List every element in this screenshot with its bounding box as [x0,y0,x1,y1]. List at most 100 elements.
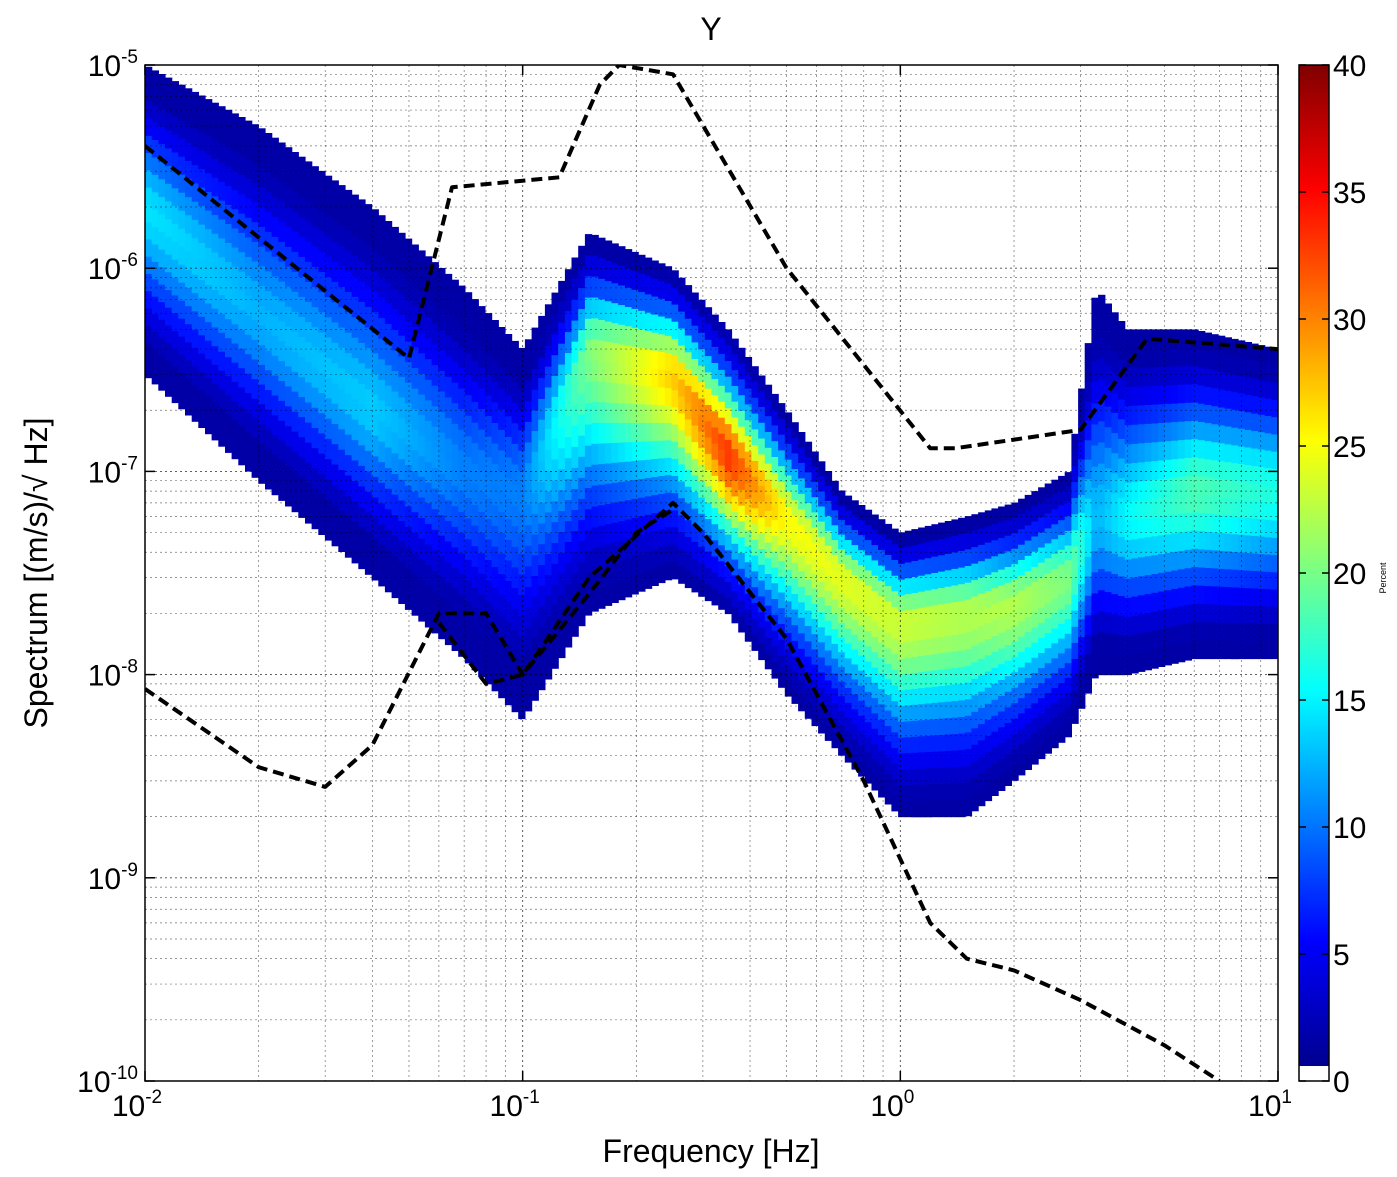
density-cell [391,474,399,496]
density-cell [344,536,353,558]
density-cell [884,679,893,696]
density-cell [804,656,813,673]
density-cell [778,560,786,578]
density-cell [1098,421,1106,444]
density-cell [871,606,879,623]
density-cell [564,521,573,543]
density-cell [298,276,306,298]
density-cell [558,427,566,449]
density-cell [185,179,193,198]
density-cell [491,649,499,671]
density-cell [1031,612,1039,629]
density-cell [578,435,586,458]
density-cell [165,378,173,397]
density-cell [225,433,233,453]
density-cell [1084,381,1092,402]
density-cell [1218,515,1226,534]
density-cell [558,364,566,387]
density-cell [824,695,833,711]
density-cell [464,395,473,417]
density-cell [438,309,446,331]
density-cell [678,532,686,550]
density-cell [338,347,346,369]
density-cell [684,385,693,404]
density-cell [564,374,573,396]
density-cell [1244,412,1252,431]
density-cell [484,560,493,582]
density-cell [738,568,746,586]
density-cell [518,347,526,370]
density-cell [918,688,926,705]
density-cell [318,211,326,233]
density-cell [1058,490,1066,507]
density-cell [738,395,746,412]
density-cell [624,345,633,366]
density-cell [631,422,639,443]
density-cell [898,595,906,612]
density-cell [704,388,713,406]
density-cell [424,256,433,278]
density-cell [451,547,459,569]
density-cell [1071,594,1079,612]
density-cell [611,383,619,404]
density-cell [578,499,586,521]
density-cell [1084,654,1092,675]
density-cell [411,512,419,534]
density-cell [1118,576,1126,597]
density-cell [1111,614,1119,635]
density-cell [464,477,473,499]
density-cell [344,414,353,436]
density-cell [245,217,253,238]
density-cell [531,369,539,391]
density-cell [1211,496,1219,515]
density-cell [464,621,473,643]
density-cell [1024,510,1032,526]
density-cell [1051,479,1059,496]
density-cell [165,183,173,203]
density-cell [738,600,746,617]
density-cell [444,273,453,296]
density-cell [311,287,319,308]
density-cell [664,562,673,581]
density-cell [198,335,206,355]
density-cell [418,476,426,499]
density-cell [145,291,153,310]
density-cell [724,471,733,488]
density-cell [344,332,353,354]
density-cell [1084,343,1092,364]
density-cell [471,463,479,485]
density-cell [1124,578,1132,599]
density-cell [804,579,813,596]
density-cell [798,524,806,541]
density-cell [478,326,486,348]
density-cell [358,219,366,241]
density-cell [598,505,606,527]
density-cell [151,366,159,385]
density-cell [664,301,673,319]
density-cell [1138,367,1146,387]
density-cell [638,516,646,536]
density-cell [938,539,946,556]
density-cell [524,360,533,382]
density-cell [1018,621,1026,638]
density-cell [891,716,899,734]
density-cell [798,586,806,603]
density-cell [864,585,873,602]
density-cell [511,361,519,383]
density-cell [664,353,673,372]
density-cell [318,473,326,495]
density-cell [291,211,299,233]
density-cell [511,691,519,713]
density-cell [711,475,719,493]
density-cell [791,656,799,673]
density-cell [1098,442,1106,465]
density-cell [178,300,186,320]
density-cell [858,745,866,762]
density-cell [1051,509,1059,525]
density-cell [1091,551,1099,573]
density-cell [478,367,486,390]
density-cell [1084,362,1092,383]
density-cell [185,142,193,162]
density-cell [1011,548,1019,565]
density-cell [558,636,566,659]
